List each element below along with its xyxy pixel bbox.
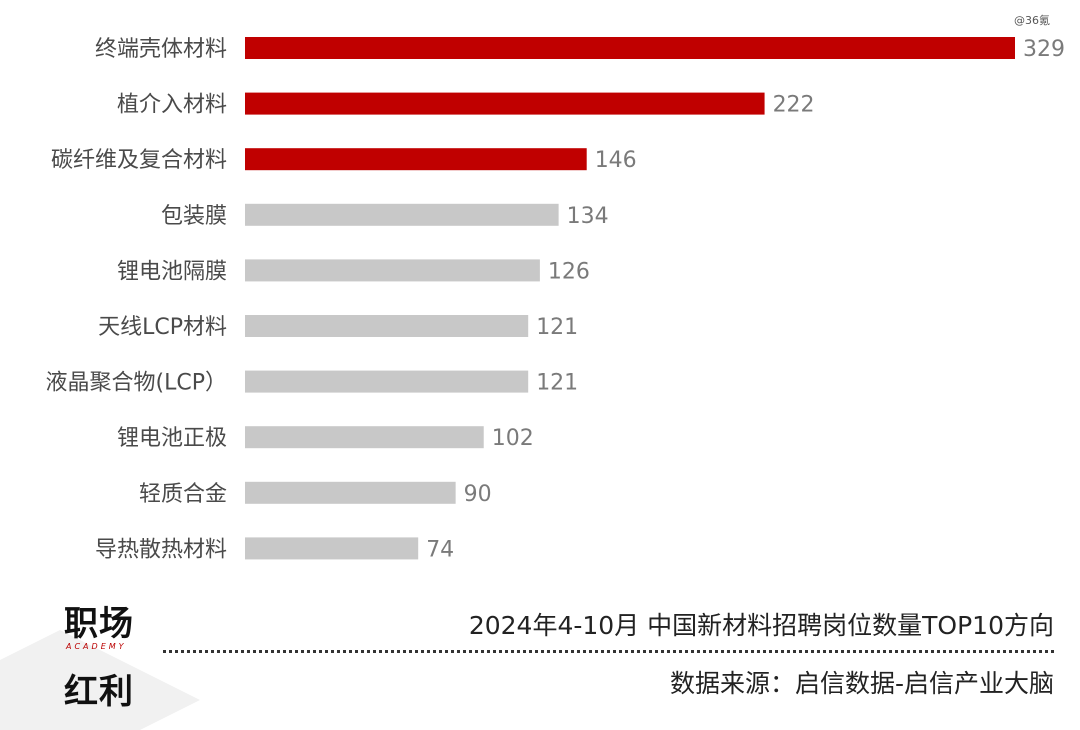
- value-label: 329: [1023, 37, 1065, 62]
- bar: [245, 259, 540, 282]
- chart-title: 2024年4-10月 中国新材料招聘岗位数量TOP10方向: [468, 611, 1054, 640]
- category-label: 锂电池隔膜: [117, 259, 227, 284]
- logo-line-1: 职场: [64, 604, 134, 644]
- category-label: 天线LCP材料: [98, 315, 227, 340]
- category-label: 包装膜: [161, 204, 227, 229]
- value-label: 146: [595, 148, 637, 173]
- bar: [245, 92, 765, 115]
- category-label: 终端壳体材料: [95, 37, 227, 62]
- category-label: 植介入材料: [117, 93, 227, 118]
- value-label: 90: [464, 482, 492, 507]
- category-label: 锂电池正极: [117, 426, 227, 451]
- data-source: 数据来源：启信数据-启信产业大脑: [669, 669, 1054, 698]
- bar: [245, 315, 529, 337]
- bar: [245, 481, 456, 504]
- bar: [245, 537, 419, 560]
- watermark-text: @36氪: [1014, 14, 1050, 27]
- bar: [245, 148, 587, 171]
- category-label: 液晶聚合物(LCP）: [46, 371, 227, 396]
- bar: [245, 426, 484, 449]
- value-label: 74: [426, 537, 454, 562]
- category-label: 导热散热材料: [95, 537, 227, 562]
- brand-logo: 职场 ACADEMY 红利: [0, 590, 200, 730]
- value-label: 134: [567, 204, 609, 229]
- value-label: 126: [548, 259, 590, 284]
- bar-chart: 终端壳体材料 329 植介入材料 222 碳纤维及复合材料 146 包装膜 134 锂电池隔膜 1…: [46, 37, 1065, 562]
- logo-shape: [0, 630, 200, 730]
- category-label: 碳纤维及复合材料: [51, 148, 227, 173]
- bar: [245, 370, 529, 393]
- bar: [245, 203, 559, 226]
- footer-divider: [163, 650, 1054, 653]
- value-label: 121: [536, 315, 578, 340]
- value-label: 102: [492, 426, 534, 451]
- value-label: 222: [773, 93, 815, 118]
- logo-line-2: 红利: [64, 672, 134, 712]
- category-label: 轻质合金: [139, 482, 227, 507]
- logo-subtext: ACADEMY: [66, 642, 127, 651]
- bar: [245, 37, 1015, 59]
- value-label: 121: [536, 371, 578, 396]
